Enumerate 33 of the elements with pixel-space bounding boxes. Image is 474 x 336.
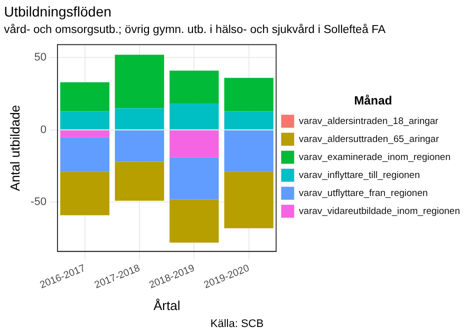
- y-axis-title: Antal utbildade: [7, 104, 22, 191]
- bar: [170, 70, 219, 104]
- bar: [60, 82, 110, 112]
- legend-label: varav_examinerade_inom_regionen: [298, 152, 450, 163]
- chart-subtitle: vård- och omsorgsutb.; övrig gymn. utb. i hälso- och sjukvård i Sollefteå FA: [4, 22, 386, 36]
- bar: [224, 130, 274, 172]
- bar: [114, 162, 164, 201]
- bar: [224, 172, 274, 228]
- legend-title: Månad: [354, 94, 392, 108]
- legend-label: varav_aldersintraden_18_aringar: [298, 116, 438, 127]
- bar: [60, 111, 110, 130]
- x-axis-title: Årtal: [153, 298, 180, 313]
- y-tick-label: 0: [40, 124, 46, 136]
- bar: [170, 104, 219, 130]
- bar: [60, 137, 110, 172]
- bar: [114, 130, 164, 162]
- y-tick-label: -50: [30, 196, 46, 208]
- legend-label: varav_inflyttare_till_regionen: [298, 170, 420, 181]
- bar: [60, 172, 110, 216]
- bar: [114, 108, 164, 130]
- bar: [114, 54, 164, 108]
- text: Källa: SCB: [209, 318, 265, 330]
- bar: [170, 157, 219, 200]
- bar: [170, 130, 219, 158]
- legend-label: varav_vidareutbildade_inom_regionen: [298, 206, 460, 217]
- bar: [60, 130, 110, 138]
- bar: [224, 78, 274, 112]
- legend-label: varav_utflyttare_fran_regionen: [298, 188, 428, 199]
- legend-label: varav_aldersuttraden_65_aringar: [298, 134, 439, 145]
- bar: [224, 111, 274, 130]
- bar: [170, 199, 219, 243]
- y-tick-label: 50: [34, 52, 46, 64]
- chart-title: Utbildningsflöden: [4, 3, 112, 20]
